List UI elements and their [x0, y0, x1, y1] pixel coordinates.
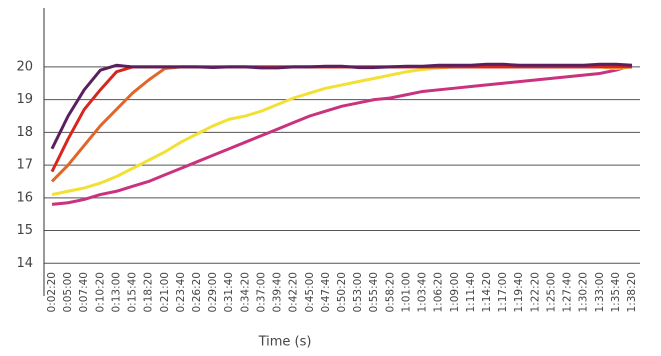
x-tick-label: 0:13:00	[110, 272, 122, 312]
x-tick-label: 0:50:20	[336, 272, 348, 312]
x-tick-label: 1:09:00	[449, 272, 461, 312]
series-line	[51, 63, 633, 206]
x-tick-label: 0:45:00	[304, 272, 316, 312]
x-tick-label: 1:19:40	[513, 272, 525, 312]
x-tick-label: 1:11:40	[465, 272, 477, 312]
x-tick-label: 0:23:40	[175, 272, 187, 312]
x-tick-label: 0:42:20	[288, 272, 300, 312]
x-tick-label: 0:58:20	[384, 272, 396, 312]
x-tick-label: 0:37:00	[255, 272, 267, 312]
x-tick-label: 1:22:20	[529, 272, 541, 312]
x-tick-label: 0:15:40	[127, 272, 139, 312]
x-tick-label: 1:30:20	[578, 272, 590, 312]
x-tick-label: 1:17:00	[497, 272, 509, 312]
series-line	[50, 62, 633, 150]
x-tick-label: 0:39:40	[272, 272, 284, 312]
x-tick-label: 0:10:20	[94, 272, 106, 312]
x-tick-label: 1:38:20	[626, 272, 638, 312]
y-tick-label: 17	[16, 158, 33, 173]
x-tick-label: 1:25:00	[545, 272, 557, 312]
x-tick-label: 1:14:20	[481, 272, 493, 312]
x-tick-label: 1:03:40	[417, 272, 429, 312]
x-tick-label: 0:31:40	[223, 272, 235, 312]
x-tick-label: 0:53:00	[352, 272, 364, 312]
x-tick-label: 0:47:40	[320, 272, 332, 312]
x-tick-label: 0:26:20	[191, 272, 203, 312]
x-tick-label: 0:21:00	[159, 272, 171, 312]
x-tick-label: 0:02:20	[46, 272, 58, 312]
x-tick-label: 0:34:20	[239, 272, 251, 312]
y-tick-label: 20	[16, 59, 33, 74]
x-tick-label: 1:01:00	[400, 272, 412, 312]
x-tick-label: 0:05:00	[62, 272, 74, 312]
x-tick-label: 1:06:20	[433, 272, 445, 312]
x-tick-label: 1:35:40	[610, 272, 622, 312]
x-tick-label: 0:55:40	[368, 272, 380, 312]
y-tick-label: 15	[16, 223, 33, 238]
x-tick-label: 1:27:40	[562, 272, 574, 312]
y-tick-label: 16	[16, 190, 33, 205]
y-tick-label: 14	[16, 256, 33, 271]
x-tick-label: 1:33:00	[594, 272, 606, 312]
y-tick-label: 19	[16, 92, 33, 107]
x-tick-label: 0:18:20	[143, 272, 155, 312]
x-axis-label: Time (s)	[258, 335, 312, 350]
x-tick-label: 0:29:00	[207, 272, 219, 312]
series-line	[50, 65, 632, 173]
x-tick-label: 0:07:40	[78, 272, 90, 312]
y-tick-label: 18	[16, 125, 33, 140]
